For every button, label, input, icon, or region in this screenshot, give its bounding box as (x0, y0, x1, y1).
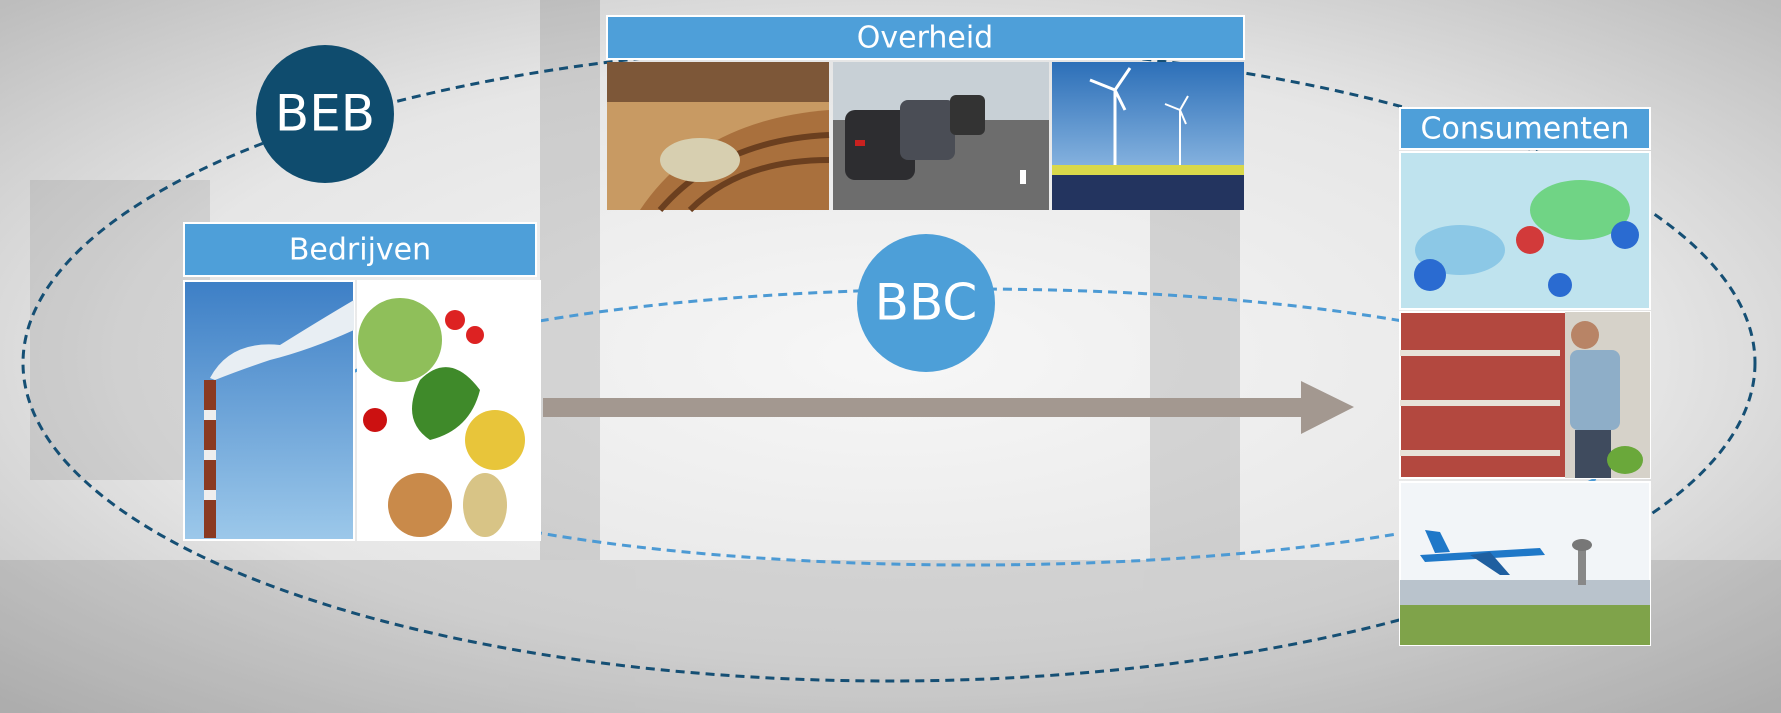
photo-supermarket (1400, 312, 1650, 478)
photo-chimney (184, 281, 354, 540)
group-label: Consumenten (1421, 112, 1630, 147)
photo-vegetables (358, 281, 540, 540)
diagram: Overheid Be (0, 0, 1781, 713)
beb-badge: BEB (256, 45, 394, 183)
badge-label: BEB (275, 85, 375, 143)
consumenten-group: Consumenten (1400, 108, 1650, 645)
badge-label: BBC (875, 274, 978, 332)
overheid-group: Overheid (607, 16, 1244, 210)
photo-parliament (607, 62, 829, 210)
photo-bottles (1400, 152, 1650, 309)
group-label: Bedrijven (289, 233, 431, 268)
photo-traffic (833, 62, 1049, 210)
bedrijven-group: Bedrijven (184, 223, 540, 540)
photo-wind (1052, 62, 1244, 210)
group-label: Overheid (857, 21, 993, 56)
photo-airport (1400, 482, 1650, 645)
bbc-badge: BBC (857, 234, 995, 372)
